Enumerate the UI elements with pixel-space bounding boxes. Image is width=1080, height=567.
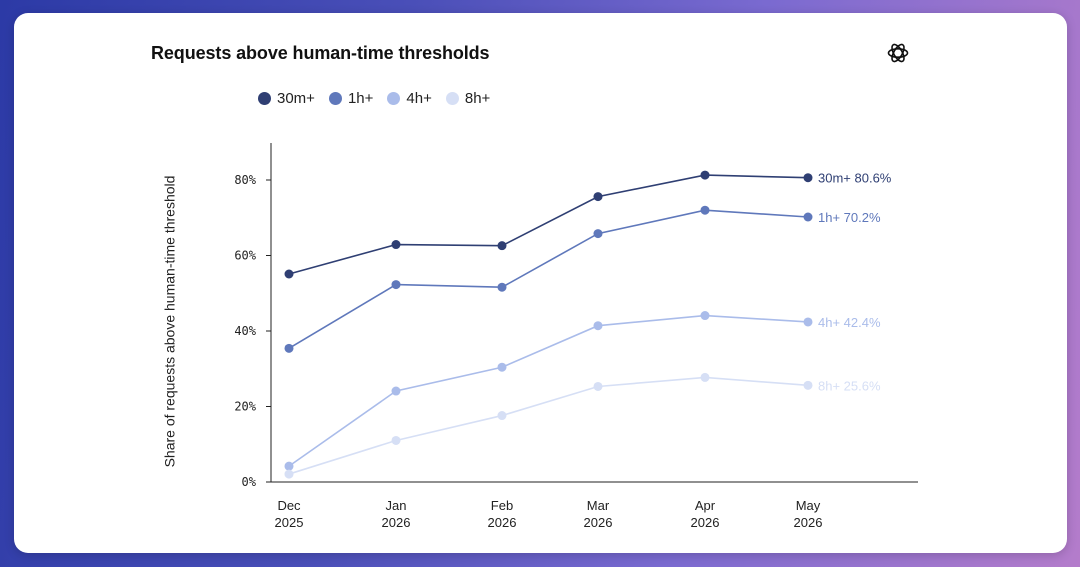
data-point-30m+ [700,170,710,180]
legend-swatch [328,92,342,105]
legend-label: 8h+ [464,90,491,107]
data-point-8h+ [391,435,401,445]
end-label-1h+: 1h+ 70.2% [818,210,881,225]
data-point-8h+ [593,381,603,391]
data-point-8h+ [497,411,507,421]
x-tick-label: 2026 [382,515,411,530]
x-tick-label: 2026 [691,515,720,530]
data-point-4h+ [593,321,603,331]
series-line-1h+ [288,209,809,350]
legend-swatch [445,92,459,105]
data-point-1h+ [284,343,294,353]
x-tick-label: 2025 [275,515,304,530]
legend-label: 1h+ [347,90,374,107]
legend-item: 8h+ [445,90,491,107]
data-point-8h+ [803,380,813,390]
data-point-1h+ [593,229,603,239]
legend-item: 4h+ [387,90,432,107]
chart-card [14,13,1067,553]
data-point-4h+ [700,311,710,321]
chart-legend: 30m+ 1h+ 4h+ 8h+ [258,90,490,107]
data-point-30m+ [391,240,401,250]
end-label-8h+: 8h+ 25.6% [818,378,881,393]
chart-title: Requests above human-time thresholds [151,43,490,63]
x-tick-label: May [796,498,821,513]
end-label-4h+: 4h+ 42.4% [818,315,881,330]
data-point-8h+ [284,469,294,479]
data-point-1h+ [803,212,813,222]
data-point-8h+ [700,372,710,382]
legend-swatch [258,92,271,105]
legend-label: 30m+ [277,90,315,107]
x-tick-label: 2026 [488,515,517,530]
data-point-1h+ [391,280,401,290]
y-tick-label: 60% [234,249,256,263]
data-point-1h+ [700,205,710,215]
data-point-30m+ [593,192,603,202]
data-point-1h+ [497,282,507,292]
data-point-4h+ [391,386,401,396]
x-tick-label: 2026 [794,515,823,530]
data-point-4h+ [803,317,813,327]
x-tick-label: Dec [277,498,301,513]
legend-item: 30m+ [258,90,315,107]
legend-item: 1h+ [328,90,374,107]
data-point-30m+ [803,173,813,183]
series-line-4h+ [288,314,809,467]
end-label-30m+: 30m+ 80.6% [818,171,892,186]
data-point-30m+ [497,241,507,251]
x-tick-label: Feb [491,498,513,513]
x-tick-label: Mar [587,498,610,513]
openai-logo-icon [887,43,909,63]
y-tick-label: 40% [234,324,256,338]
legend-label: 4h+ [406,90,432,107]
data-point-4h+ [284,461,294,471]
x-tick-label: Apr [695,498,716,513]
y-tick-label: 80% [234,173,256,187]
data-point-30m+ [284,269,294,279]
x-tick-label: 2026 [584,515,613,530]
x-tick-label: Jan [386,498,407,513]
data-point-4h+ [497,362,507,372]
y-tick-label: 20% [234,400,256,414]
legend-swatch [387,92,401,105]
series-line-8h+ [288,376,809,475]
y-tick-label: 0% [242,475,257,489]
series-line-30m+ [288,174,809,275]
